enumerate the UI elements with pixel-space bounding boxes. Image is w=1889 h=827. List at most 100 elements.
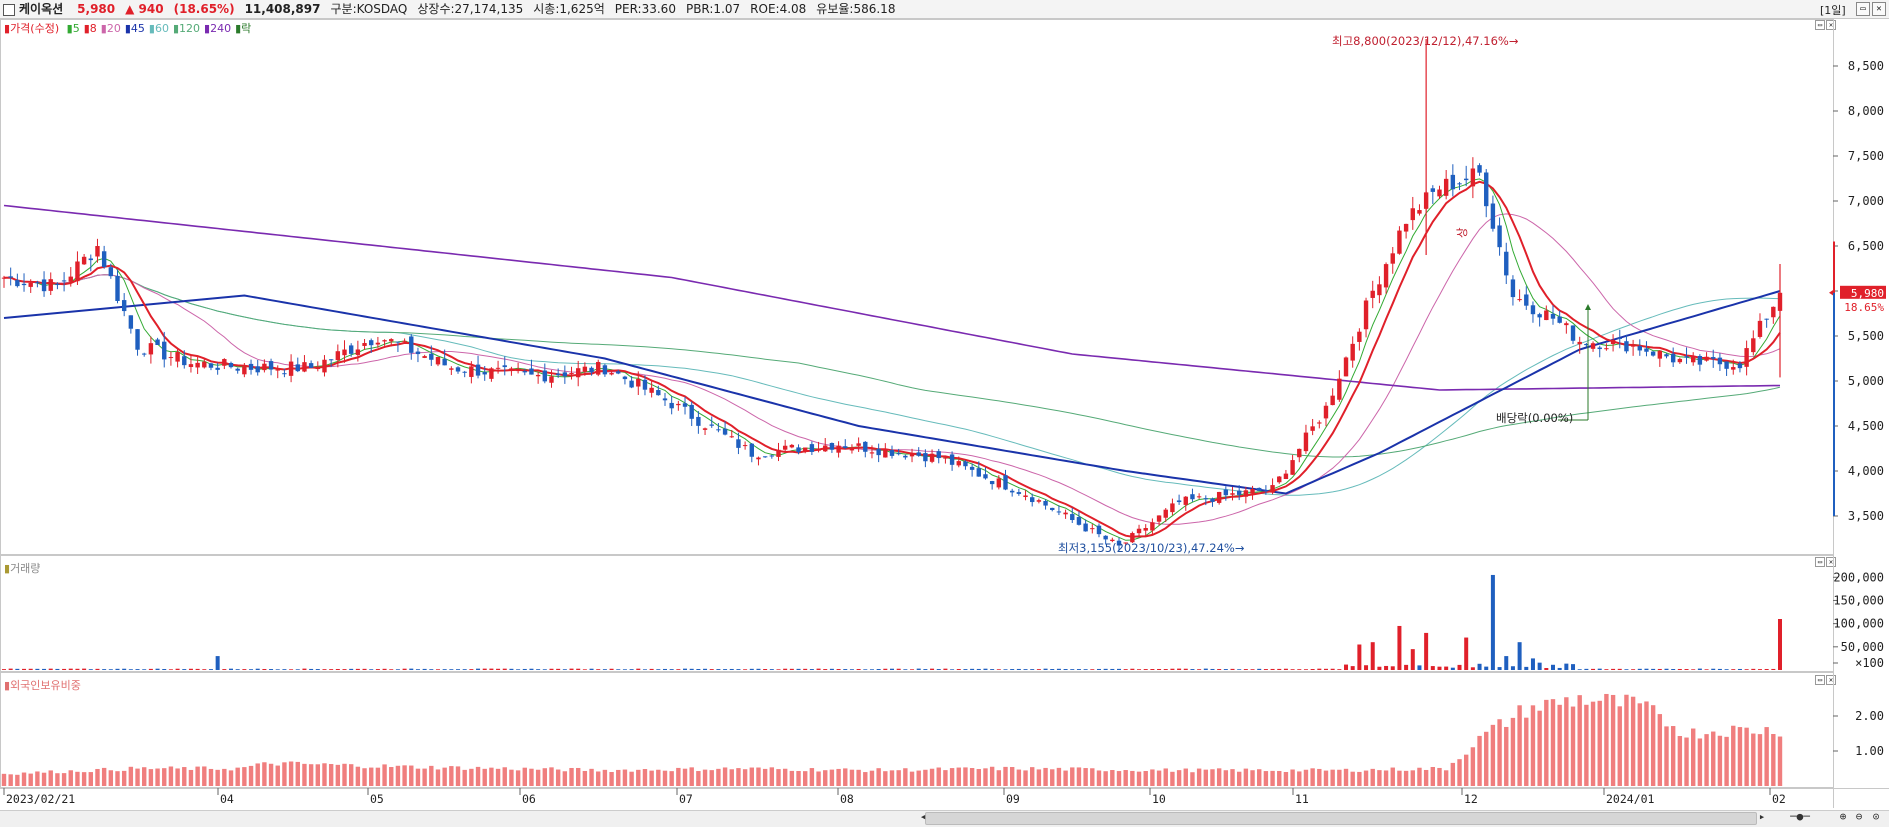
volume-bar [355, 668, 360, 670]
ma-legend-item[interactable]: ▮8 [83, 22, 97, 35]
volume-panel-close-icon[interactable]: ✕ [1826, 557, 1836, 567]
foreign-bar [1450, 762, 1456, 786]
foreign-bar [95, 768, 100, 786]
x-tick-label: 09 [1006, 792, 1020, 806]
foreign-bar [742, 769, 748, 786]
ma-legend-item[interactable]: ▮락 [235, 22, 252, 35]
candle-body [1644, 348, 1649, 352]
foreign-bar [1510, 717, 1516, 786]
volume-bar [108, 669, 113, 670]
candle-body [262, 363, 267, 371]
x-tick-label: 06 [522, 792, 536, 806]
candle-body [202, 361, 207, 368]
volume-bar [1404, 664, 1409, 670]
candle-body [883, 448, 888, 458]
ma-legend-item[interactable]: ▮240 [204, 22, 232, 35]
foreign-panel-close-icon[interactable]: ✕ [1826, 675, 1836, 685]
candle-body [769, 455, 775, 457]
candle-body [1544, 310, 1549, 321]
foreign-bar [849, 769, 855, 786]
ma-legend-item[interactable]: ▮5 [66, 22, 80, 35]
candle-body [642, 379, 648, 390]
zoom-slider[interactable]: ─●─ [1790, 810, 1810, 823]
volume-bar [289, 669, 294, 670]
volume-bar [1076, 669, 1081, 670]
foreign-bar [342, 763, 347, 786]
candle-body [409, 336, 414, 353]
foreign-bar [883, 771, 888, 786]
volume-bar [1711, 668, 1716, 670]
foreign-bar [1717, 735, 1723, 786]
ma-legend-item[interactable]: ▮45 [124, 22, 145, 35]
volume-bar [1704, 669, 1709, 670]
foreign-bar [642, 769, 648, 786]
volume-bar [642, 669, 647, 670]
scroll-left-icon[interactable]: ◂ [919, 810, 927, 823]
candle-body [969, 466, 975, 470]
foreign-bar [1083, 768, 1088, 786]
volume-tick-label: ×100 [1855, 656, 1884, 670]
volume-bar [1677, 668, 1682, 670]
candle-body [1497, 225, 1502, 248]
candle-body [369, 340, 374, 346]
candle-body [1123, 542, 1128, 544]
foreign-bar [1617, 706, 1622, 786]
close-icon[interactable]: ✕ [1872, 2, 1886, 16]
foreign-bar [1757, 734, 1763, 786]
foreign-bar [495, 768, 501, 786]
foreign-bar [896, 770, 901, 786]
volume-bar [1377, 666, 1382, 670]
foreign-bar [1210, 769, 1215, 786]
volume-bar [1624, 669, 1629, 670]
candle-body [375, 342, 381, 345]
foreign-bar [168, 766, 174, 786]
candle-body [362, 343, 367, 346]
foreign-bar [1070, 767, 1075, 786]
ma-legend-item[interactable]: ▮60 [148, 22, 169, 35]
volume-bar [162, 669, 167, 670]
zoom-in-icon[interactable]: ⊕ [1839, 810, 1847, 823]
foreign-panel-maximize-icon[interactable]: ▭ [1815, 675, 1825, 685]
select-checkbox[interactable] [3, 3, 15, 16]
price-panel-close-icon[interactable]: ✕ [1826, 20, 1836, 30]
candle-body [1350, 343, 1355, 361]
volume-bar [135, 669, 140, 670]
zoom-out-icon[interactable]: ⊖ [1855, 810, 1863, 823]
candle-body [1757, 320, 1763, 337]
scrollbar-thumb[interactable] [925, 812, 1757, 825]
volume-bar [1263, 669, 1268, 670]
volume-bar [1083, 669, 1088, 670]
candle-body [1170, 503, 1175, 513]
volume-bar [1591, 668, 1596, 670]
candle-body [562, 372, 568, 377]
volume-bar [115, 668, 120, 670]
ma-legend-item[interactable]: ▮120 [172, 22, 201, 35]
axis-range-bar-up [1833, 241, 1835, 293]
foreign-bar [162, 768, 167, 786]
ma8-line [3, 180, 1781, 538]
foreign-bar [929, 768, 935, 786]
candle-body [435, 357, 441, 365]
volume-bar [1691, 669, 1696, 670]
volume-bar [1063, 669, 1068, 670]
per-label: PER:33.60 [614, 2, 676, 16]
volume-bar [1357, 644, 1362, 670]
period-selector[interactable]: [1일] [1820, 4, 1846, 17]
candle-body [422, 356, 427, 358]
price-panel-maximize-icon[interactable]: ▭ [1815, 20, 1825, 30]
volume-bar [743, 669, 748, 670]
volume-panel-maximize-icon[interactable]: ▭ [1815, 557, 1825, 567]
volume-bar [1043, 668, 1048, 670]
scroll-right-icon[interactable]: ▸ [1758, 810, 1766, 823]
foreign-bar [529, 768, 534, 786]
foreign-bar [816, 771, 821, 786]
minimize-icon[interactable]: ▭ [1856, 2, 1870, 16]
zoom-reset-icon[interactable]: ⊙ [1872, 810, 1880, 823]
volume-bar [1163, 669, 1168, 670]
foreign-bar [422, 768, 427, 786]
ma-legend-item[interactable]: ▮20 [100, 22, 121, 35]
foreign-bar [1610, 694, 1616, 786]
foreign-bar [188, 769, 194, 786]
candle-body [1330, 395, 1335, 406]
